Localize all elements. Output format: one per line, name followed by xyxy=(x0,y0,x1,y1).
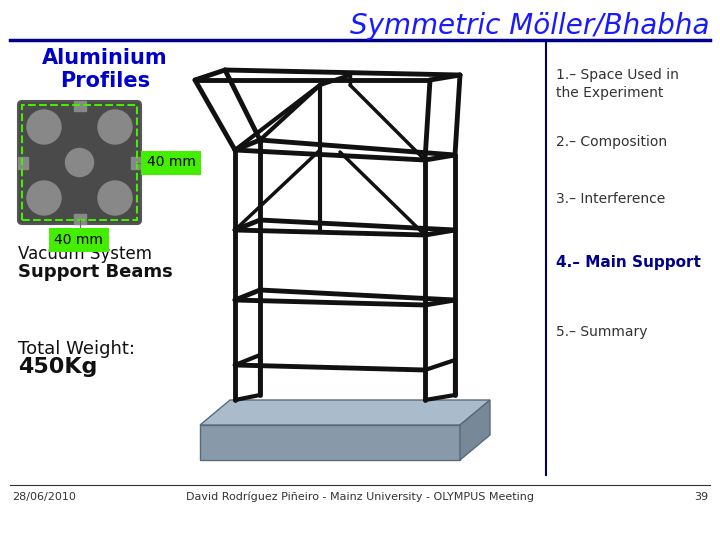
Text: David Rodríguez Piñeiro - Mainz University - OLYMPUS Meeting: David Rodríguez Piñeiro - Mainz Universi… xyxy=(186,492,534,503)
Polygon shape xyxy=(200,425,460,460)
FancyBboxPatch shape xyxy=(141,151,201,174)
Text: 40 mm: 40 mm xyxy=(54,233,103,247)
Polygon shape xyxy=(200,400,490,425)
Bar xyxy=(73,101,86,111)
Text: 1.– Space Used in
the Experiment: 1.– Space Used in the Experiment xyxy=(556,68,679,100)
Circle shape xyxy=(98,181,132,215)
FancyBboxPatch shape xyxy=(48,228,109,252)
Text: 28/06/2010: 28/06/2010 xyxy=(12,492,76,502)
Text: 3.– Interference: 3.– Interference xyxy=(556,192,665,206)
Polygon shape xyxy=(460,400,490,460)
Circle shape xyxy=(27,181,61,215)
Text: Support Beams: Support Beams xyxy=(18,263,173,281)
Bar xyxy=(22,105,137,220)
Text: 40 mm: 40 mm xyxy=(147,156,195,170)
Text: Total Weight:: Total Weight: xyxy=(18,340,135,358)
Circle shape xyxy=(27,110,61,144)
Bar xyxy=(73,214,86,224)
Bar xyxy=(18,157,28,168)
Text: 39: 39 xyxy=(694,492,708,502)
Bar xyxy=(131,157,141,168)
Text: Vacuum System: Vacuum System xyxy=(18,245,152,263)
Text: 2.– Composition: 2.– Composition xyxy=(556,135,667,149)
Text: 5.– Summary: 5.– Summary xyxy=(556,325,647,339)
Text: Symmetric Möller/Bhabha: Symmetric Möller/Bhabha xyxy=(351,12,710,40)
Circle shape xyxy=(98,110,132,144)
Text: 450Kg: 450Kg xyxy=(18,357,97,377)
FancyBboxPatch shape xyxy=(18,101,141,224)
Text: Aluminium
Profiles: Aluminium Profiles xyxy=(42,48,168,91)
Text: 4.– Main Support: 4.– Main Support xyxy=(556,255,701,270)
Circle shape xyxy=(66,148,94,177)
